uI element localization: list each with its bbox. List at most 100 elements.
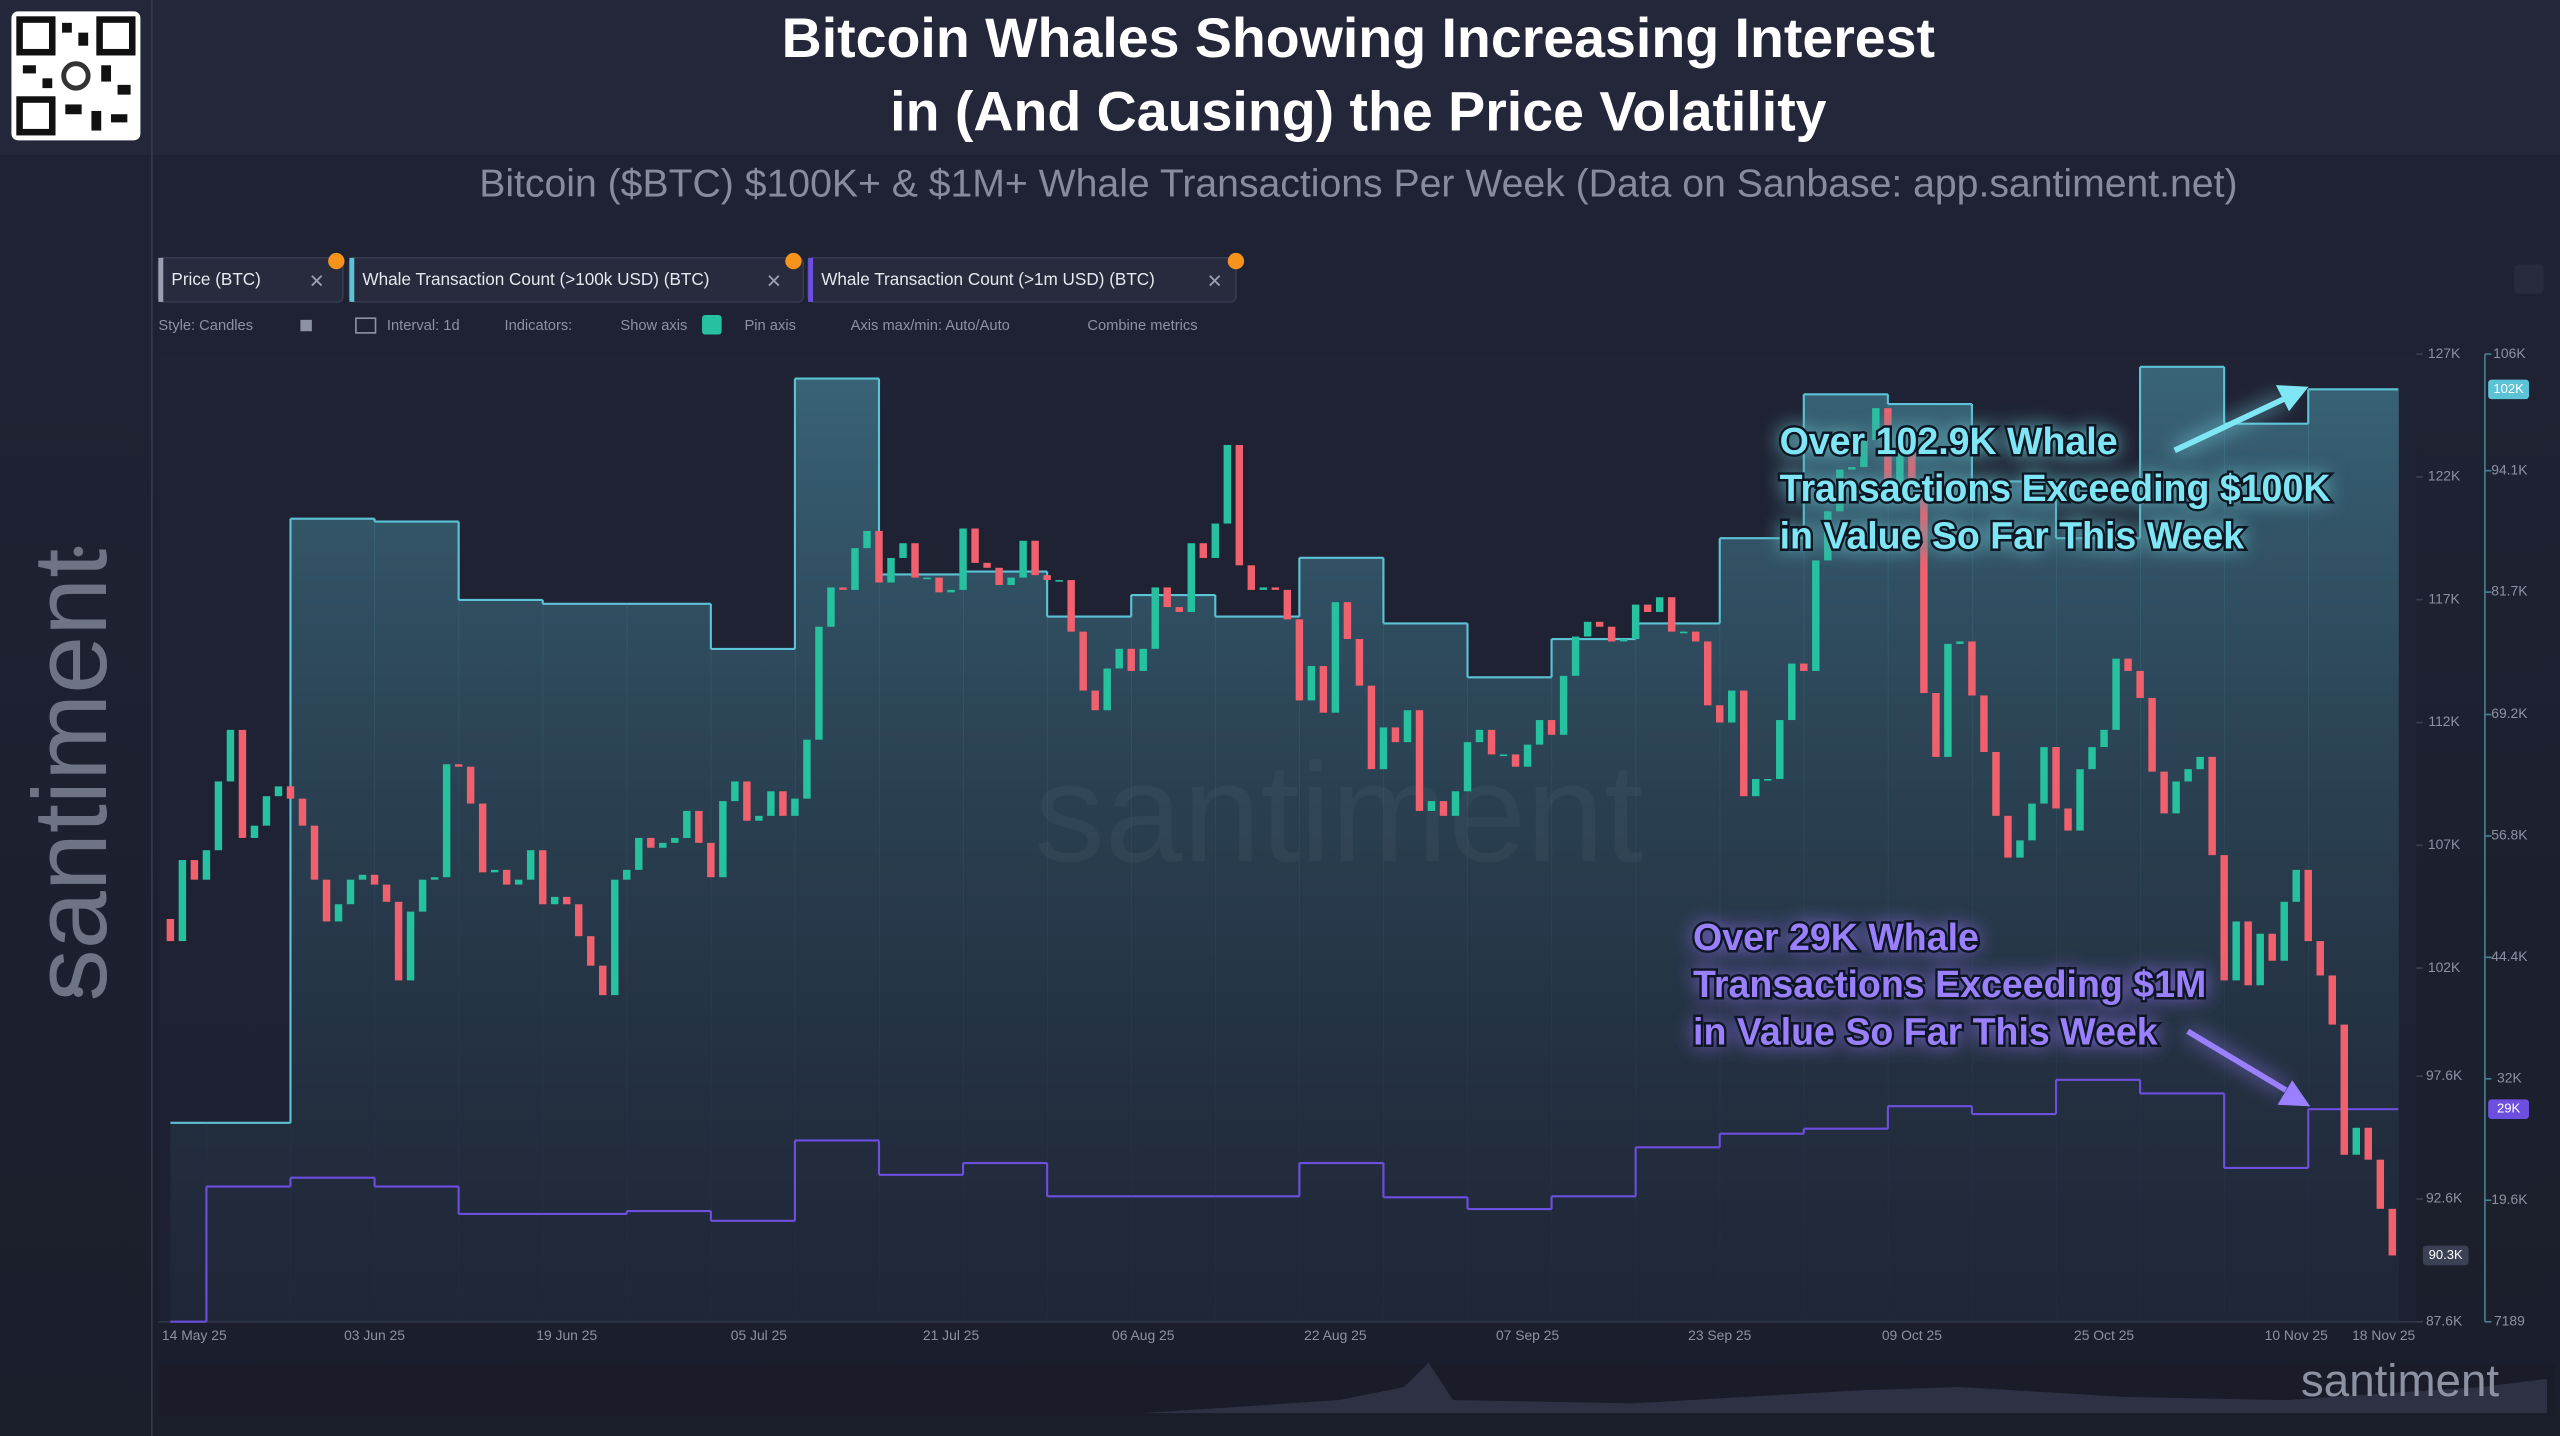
- candle-body: [947, 589, 955, 593]
- color-swatch[interactable]: [300, 319, 312, 332]
- candle-body: [1848, 467, 1856, 470]
- candle-body: [358, 874, 367, 880]
- candle-body: [647, 837, 655, 848]
- candle-body: [695, 810, 703, 843]
- x-tick-label: 09 Oct 25: [1882, 1327, 1942, 1343]
- candle-body: [562, 896, 571, 905]
- candle-body: [1679, 631, 1688, 634]
- candle-body: [791, 798, 799, 816]
- y2-tick-label: 7189: [2494, 1312, 2525, 1328]
- candle-body: [1283, 589, 1292, 620]
- y-tick-label: 107K: [2428, 836, 2461, 852]
- candle-body: [755, 815, 763, 821]
- candle-body: [1187, 543, 1195, 612]
- candle-body: [226, 729, 235, 782]
- candle-body: [1884, 408, 1892, 490]
- y-tick-label: 97.6K: [2426, 1067, 2463, 1083]
- header-band: [0, 0, 2560, 156]
- candle-body: [731, 781, 739, 802]
- y2-tick-label: 106K: [2493, 345, 2526, 361]
- y2-tick-label: 19.6K: [2491, 1191, 2528, 1207]
- toolbar-item[interactable]: Show axis: [620, 318, 687, 334]
- candle-body: [2076, 769, 2084, 831]
- candle-body: [875, 530, 883, 583]
- candle-body: [526, 850, 535, 880]
- last-value-tag: [2422, 1245, 2469, 1266]
- candle-body: [2148, 697, 2156, 772]
- candle-body: [671, 837, 679, 843]
- candle-body: [1379, 727, 1388, 770]
- area-fill: [206, 1122, 291, 1322]
- candle-body: [743, 781, 751, 821]
- candle-body: [1547, 720, 1556, 735]
- candle-body: [250, 825, 259, 838]
- candle-body: [1715, 705, 1724, 723]
- candle-body: [1463, 742, 1472, 792]
- tab[interactable]: [157, 257, 344, 303]
- candle-body: [370, 874, 379, 885]
- candle-body: [1788, 663, 1796, 721]
- y2-tick-label: 69.2K: [2491, 705, 2528, 721]
- settings-button[interactable]: [2514, 264, 2544, 294]
- candle-body: [1439, 801, 1448, 816]
- candle-body: [1475, 729, 1484, 743]
- candle-body: [1511, 754, 1520, 767]
- candle-body: [1968, 641, 1976, 696]
- candle-body: [490, 869, 499, 873]
- candle-body: [1619, 639, 1628, 642]
- candle-body: [1631, 604, 1640, 640]
- last-value-label: 29K: [2497, 1101, 2521, 1116]
- candle-body: [2016, 840, 2024, 858]
- candle-body: [959, 528, 967, 590]
- toolbar-item[interactable]: Indicators:: [504, 318, 572, 334]
- candle-body: [1655, 597, 1664, 612]
- candle-body: [2052, 747, 2060, 809]
- candle-body: [1559, 675, 1568, 735]
- candle-body: [202, 850, 211, 880]
- area-fill: [1131, 595, 1216, 1322]
- y-tick-label: 102K: [2428, 959, 2461, 975]
- candle-body: [1920, 484, 1928, 694]
- candle-body: [1331, 602, 1340, 713]
- candle-body: [166, 918, 175, 942]
- candle-body: [1896, 444, 1904, 490]
- toolbar-item[interactable]: Interval: 1d: [387, 318, 460, 334]
- candle-body: [1740, 690, 1748, 797]
- candle-body: [1403, 710, 1412, 743]
- tab-label: Whale Transaction Count (>1m USD) (BTC): [821, 269, 1155, 289]
- area-fill: [1215, 616, 1300, 1322]
- toolbar-item[interactable]: Combine metrics: [1087, 318, 1197, 334]
- candle-body: [587, 936, 595, 966]
- annotation-text: in Value So Far This Week: [1693, 1011, 2158, 1053]
- candle-body: [2268, 933, 2276, 961]
- tab-label: Price (BTC): [171, 269, 260, 289]
- candle-body: [1319, 666, 1328, 713]
- last-value-label: 102K: [2493, 381, 2524, 396]
- candle-body: [1499, 754, 1508, 757]
- candle-body: [1643, 604, 1652, 612]
- candle-body: [1415, 710, 1424, 811]
- candle-body: [1836, 469, 1844, 512]
- toolbar-item[interactable]: Axis max/min: Auto/Auto: [851, 318, 1010, 334]
- x-tick-label: 07 Sep 25: [1496, 1327, 1560, 1343]
- toolbar-item[interactable]: Style: Candles: [158, 318, 253, 334]
- candle-body: [466, 766, 475, 804]
- toolbar-item[interactable]: Pin axis: [744, 318, 795, 334]
- btc-icons: [328, 252, 1245, 270]
- candle-body: [635, 837, 643, 870]
- candle-body: [1764, 778, 1772, 781]
- candle-body: [2172, 781, 2180, 814]
- candle-body: [394, 901, 403, 981]
- candle-body: [1980, 695, 1988, 752]
- candle-body: [2352, 1127, 2360, 1155]
- candle-body: [1151, 587, 1159, 649]
- x-tick-label: 18 Nov 25: [2352, 1327, 2415, 1343]
- candle-body: [238, 729, 247, 838]
- close-icons[interactable]: [311, 275, 1221, 287]
- checkbox[interactable]: [702, 314, 722, 335]
- metric-tabs: Price (BTC) Whale Transaction Count (>10…: [157, 252, 2544, 303]
- candle-body: [2028, 803, 2036, 841]
- candle-body: [298, 798, 307, 826]
- candle-body: [1824, 511, 1832, 561]
- candle-body: [1343, 602, 1352, 640]
